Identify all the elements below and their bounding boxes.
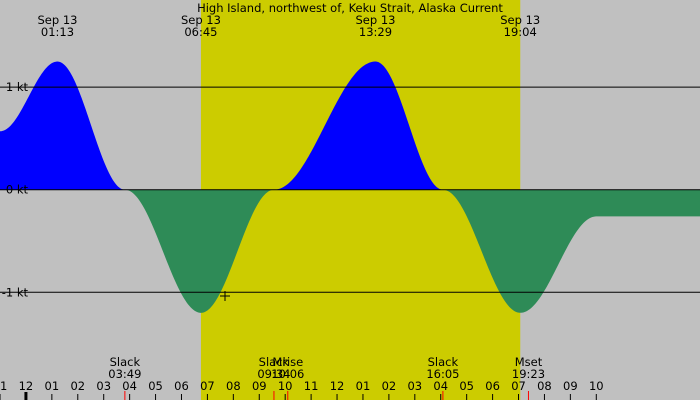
x-tick-label: 10 [278,379,293,393]
top-date-label: Sep 13 [181,13,221,27]
event-label: Mrise [272,355,303,369]
event-time: 16:05 [426,367,459,381]
x-tick-label: 06 [174,379,189,393]
event-label: Slack [259,355,290,369]
crosshair-marker [220,291,230,301]
x-tick-label: 04 [433,379,448,393]
y-tick-label: -1 kt [2,285,29,299]
x-tick-label: 05 [459,379,474,393]
top-time-label: 01:13 [41,25,74,39]
x-tick-label: 01 [356,379,371,393]
x-tick-label: 11 [304,379,319,393]
top-date-label: Sep 13 [500,13,540,27]
x-tick-label: 05 [148,379,163,393]
event-time: 03:49 [108,367,141,381]
y-tick-label: 1 kt [6,80,29,94]
ebb-area-1 [125,189,275,313]
x-tick-label: 07 [200,379,215,393]
x-tick-label: 03 [96,379,111,393]
x-tick-label: 12 [19,379,34,393]
x-tick-label: 04 [122,379,137,393]
event-labels: Slack03:49Slack09:34Mrise10:06Slack16:05… [108,355,545,400]
event-time: 10:06 [271,367,304,381]
x-tick-label: 07 [511,379,526,393]
flood-area-2 [274,61,444,190]
x-tick-label: 11 [0,379,7,393]
x-axis-ticks: 11 12 01 02 03 04 05 06 07 08 09 10 11 12 01 02 03 04 05 06… [0,379,604,400]
top-time-label: 13:29 [359,25,392,39]
ebb-area-3 [443,189,700,313]
event-time: 19:23 [512,367,545,381]
top-time-label: 06:45 [184,25,217,39]
x-tick-label: 08 [537,379,552,393]
top-date-label: Sep 13 [37,13,77,27]
event-label: Slack [428,355,459,369]
x-tick-label: 01 [45,379,60,393]
x-tick-label: 10 [589,379,604,393]
y-gridlines: 1 kt 0 kt -1 kt [0,80,700,299]
x-tick-label: 06 [485,379,500,393]
x-tick-label: 08 [226,379,241,393]
x-tick-label: 09 [252,379,267,393]
chart-title: High Island, northwest of, Keku Strait, … [197,1,503,15]
x-tick-label: 02 [382,379,397,393]
event-label: Mset [515,355,543,369]
x-tick-label: 12 [330,379,345,393]
current-areas [0,61,700,313]
flood-area-0 [0,61,126,190]
x-tick-label: 09 [563,379,578,393]
x-tick-label: 03 [407,379,422,393]
x-tick-label: 02 [70,379,85,393]
y-tick-label: 0 kt [6,183,29,197]
top-date-label: Sep 13 [356,13,396,27]
top-time-label: 19:04 [504,25,537,39]
event-label: Slack [110,355,141,369]
event-time: 09:34 [257,367,290,381]
